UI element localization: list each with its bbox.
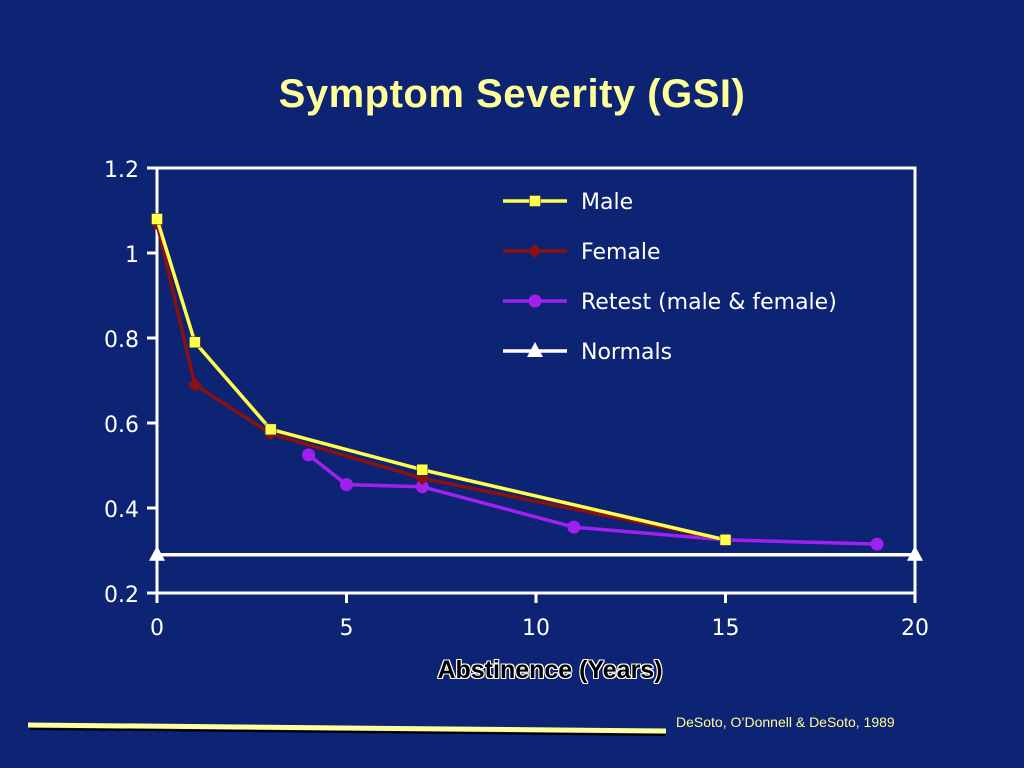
x-tick-label: 5 xyxy=(340,616,354,641)
y-tick-label: 0.4 xyxy=(104,498,139,523)
accent-bar-shadow xyxy=(29,728,667,736)
x-tick-label: 15 xyxy=(712,616,740,641)
legend-swatch-marker xyxy=(527,342,543,357)
data-point xyxy=(189,336,201,348)
legend: Male Female Retest (male & female) Normals xyxy=(503,190,837,365)
data-point xyxy=(415,480,429,494)
series-normals xyxy=(149,545,923,561)
legend-label: Normals xyxy=(581,340,672,365)
x-tick-label: 0 xyxy=(150,616,164,641)
citation: DeSoto, O’Donnell & DeSoto, 1989 xyxy=(676,714,895,730)
data-point xyxy=(719,534,732,546)
series-female xyxy=(150,216,733,547)
series-male xyxy=(151,213,732,546)
data-point xyxy=(907,545,923,561)
legend-item: Normals xyxy=(503,340,672,365)
series-layer xyxy=(149,213,923,561)
x-tick-label: 10 xyxy=(522,616,550,641)
data-point xyxy=(567,520,581,534)
data-point xyxy=(264,423,277,436)
data-point xyxy=(302,448,316,462)
plot-frame xyxy=(155,166,917,595)
legend-label: Male xyxy=(581,190,633,215)
y-tick-label: 1 xyxy=(125,243,139,268)
y-tick-label: 0.2 xyxy=(104,583,139,608)
x-tick-label: 20 xyxy=(901,616,929,641)
legend-swatch-marker xyxy=(529,195,541,207)
x-axis-label: Abstinence (Years) xyxy=(437,656,663,684)
legend-label: Retest (male & female) xyxy=(581,290,837,315)
y-tick-label: 0.8 xyxy=(104,328,139,353)
axes: 0.2 0.4 0.6 0.8 1 1.2 0 5 10 15 20 xyxy=(104,158,929,641)
data-point xyxy=(870,537,884,551)
accent-bar xyxy=(27,722,667,734)
data-point xyxy=(416,464,429,476)
series-line xyxy=(307,453,878,546)
legend-item: Female xyxy=(503,240,661,265)
y-tick-label: 1.2 xyxy=(104,158,139,183)
data-point xyxy=(151,213,163,225)
series-retest xyxy=(302,448,884,551)
data-point xyxy=(149,545,165,561)
y-tick-label: 0.6 xyxy=(104,413,139,438)
data-point xyxy=(340,478,353,492)
legend-item: Male xyxy=(503,190,633,215)
legend-swatch-marker xyxy=(528,244,542,258)
legend-label: Female xyxy=(581,240,661,265)
data-point xyxy=(187,377,202,392)
legend-swatch-marker xyxy=(528,294,542,308)
legend-item: Retest (male & female) xyxy=(503,290,837,315)
slide-title: Symptom Severity (GSI) xyxy=(278,72,746,116)
